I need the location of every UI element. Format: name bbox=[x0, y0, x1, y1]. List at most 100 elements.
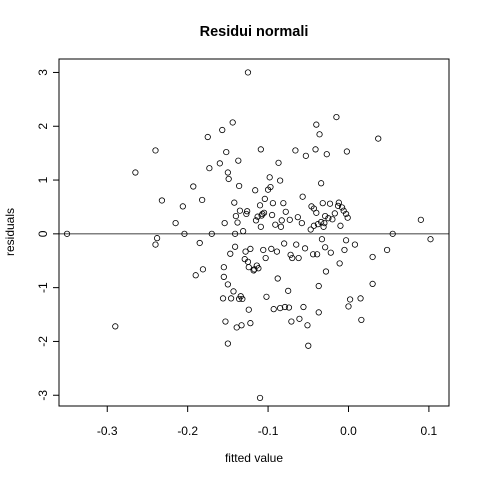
data-point bbox=[244, 208, 251, 215]
data-point bbox=[152, 241, 159, 248]
data-point bbox=[318, 180, 325, 187]
data-point bbox=[190, 183, 197, 190]
data-point bbox=[232, 212, 240, 220]
data-point bbox=[243, 210, 250, 218]
data-point bbox=[344, 214, 351, 221]
data-point bbox=[256, 394, 264, 402]
data-point bbox=[281, 303, 289, 311]
data-point bbox=[231, 199, 238, 206]
data-point bbox=[268, 211, 276, 219]
data-point bbox=[247, 245, 254, 253]
data-point bbox=[293, 241, 300, 248]
data-point bbox=[281, 240, 288, 247]
data-point bbox=[304, 322, 311, 329]
data-point bbox=[227, 295, 235, 302]
data-point bbox=[154, 235, 161, 242]
data-point bbox=[112, 323, 119, 330]
data-point bbox=[302, 152, 309, 159]
data-point bbox=[289, 254, 296, 262]
data-point bbox=[260, 209, 268, 216]
data-point bbox=[266, 174, 273, 181]
data-point bbox=[313, 209, 320, 216]
x-tick-label: -0.3 bbox=[97, 424, 118, 438]
data-point bbox=[242, 248, 249, 255]
data-point bbox=[257, 223, 264, 230]
data-point bbox=[338, 204, 346, 211]
data-point bbox=[262, 254, 269, 262]
data-point bbox=[383, 246, 391, 254]
data-point bbox=[229, 119, 236, 126]
data-point bbox=[322, 244, 329, 251]
data-point bbox=[220, 264, 227, 271]
data-point bbox=[239, 295, 246, 303]
y-axis-label: residuals bbox=[3, 208, 17, 256]
x-tick-label: 0.1 bbox=[421, 424, 438, 438]
data-point bbox=[285, 287, 292, 294]
data-point bbox=[427, 236, 434, 243]
y-tick-label: -2 bbox=[36, 336, 50, 347]
data-point bbox=[278, 217, 285, 224]
data-point bbox=[315, 309, 322, 316]
data-point bbox=[224, 281, 231, 288]
data-point bbox=[300, 303, 307, 311]
data-point bbox=[204, 133, 211, 141]
data-point bbox=[206, 165, 213, 172]
data-point bbox=[322, 268, 330, 275]
data-point bbox=[199, 196, 206, 204]
data-point bbox=[252, 187, 259, 194]
data-point bbox=[245, 306, 252, 313]
y-tick-label: 0 bbox=[36, 230, 50, 237]
data-point bbox=[301, 245, 309, 252]
data-point bbox=[322, 212, 329, 220]
data-point bbox=[273, 248, 281, 255]
data-point bbox=[319, 200, 326, 207]
data-point bbox=[280, 200, 287, 207]
data-point bbox=[294, 214, 301, 221]
data-point bbox=[285, 304, 293, 311]
data-point bbox=[199, 266, 207, 273]
data-point bbox=[375, 135, 382, 142]
data-point bbox=[256, 202, 264, 209]
y-tick-label: 3 bbox=[36, 69, 50, 76]
data-point bbox=[225, 175, 232, 183]
data-point bbox=[309, 251, 317, 258]
data-point bbox=[269, 200, 276, 207]
y-tick-label: -3 bbox=[36, 390, 50, 401]
data-point bbox=[295, 254, 302, 262]
data-point bbox=[220, 273, 227, 280]
data-point bbox=[345, 303, 352, 310]
data-point bbox=[286, 216, 293, 223]
data-point bbox=[244, 69, 252, 76]
data-point bbox=[263, 293, 270, 300]
data-point bbox=[323, 151, 330, 158]
data-point bbox=[257, 146, 264, 153]
data-point bbox=[261, 195, 268, 202]
data-point bbox=[277, 177, 284, 184]
data-point bbox=[296, 315, 303, 322]
data-point bbox=[342, 210, 350, 218]
x-axis-label: fitted value bbox=[225, 451, 283, 465]
data-point bbox=[234, 219, 241, 226]
data-point bbox=[357, 295, 364, 302]
data-point bbox=[335, 199, 342, 206]
data-point bbox=[219, 126, 226, 134]
data-point bbox=[267, 183, 274, 191]
data-point bbox=[326, 200, 334, 207]
data-point bbox=[255, 265, 262, 272]
data-point bbox=[275, 159, 282, 166]
y-tick-label: 2 bbox=[36, 123, 50, 130]
data-point bbox=[224, 169, 231, 176]
data-point bbox=[252, 217, 260, 224]
data-point bbox=[310, 222, 318, 229]
data-point bbox=[179, 203, 186, 210]
data-point bbox=[342, 237, 350, 244]
data-point bbox=[245, 264, 252, 271]
data-point bbox=[222, 318, 229, 325]
data-point bbox=[369, 280, 376, 287]
y-tick-label: -1 bbox=[36, 282, 50, 293]
data-point bbox=[325, 215, 332, 222]
data-point bbox=[236, 207, 244, 214]
data-point bbox=[216, 160, 223, 167]
